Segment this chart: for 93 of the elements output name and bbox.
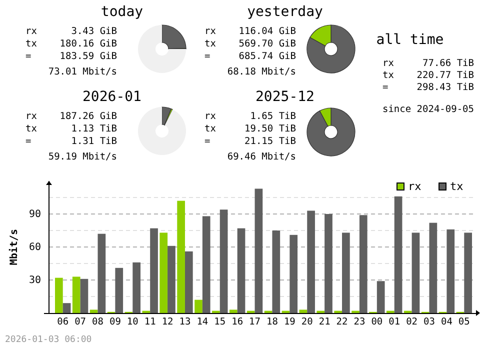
x-tick-label: 05	[458, 316, 470, 328]
bar	[194, 300, 202, 313]
bar	[115, 268, 124, 313]
x-tick-label: 13	[179, 316, 191, 328]
x-tick-label: 02	[406, 316, 418, 328]
bar	[290, 234, 298, 313]
x-tick-label: 22	[336, 316, 348, 328]
chart-title: today	[100, 4, 144, 20]
bar	[254, 188, 263, 313]
y-axis-title: Mbit/s	[8, 228, 20, 266]
bar	[98, 234, 106, 313]
bar	[394, 196, 402, 313]
bar	[220, 210, 228, 313]
text: = 183.59 GiB	[25, 51, 118, 62]
text: = 1.31 TiB	[25, 136, 118, 147]
bar	[412, 232, 420, 313]
x-tick-label: 04	[440, 316, 453, 328]
bar	[376, 281, 385, 313]
bar	[464, 232, 472, 313]
x-tick-label: 12	[162, 316, 174, 328]
x-tick-label: 06	[57, 316, 69, 328]
x-tick-label: 16	[232, 316, 244, 328]
legend-label: tx	[450, 180, 464, 193]
x-tick-label: 19	[284, 316, 296, 328]
x-tick-label: 09	[109, 316, 122, 328]
bar	[168, 246, 176, 313]
text: 2026-01-03 06:00	[5, 335, 92, 345]
bar	[446, 229, 455, 313]
x-tick-label: 17	[249, 316, 261, 328]
text: tx 220.77 TiB	[382, 70, 474, 81]
x-tick-label: 10	[126, 316, 139, 328]
bar	[307, 210, 315, 313]
bar	[160, 232, 168, 313]
bar	[55, 278, 63, 313]
y-tick-label: 60	[28, 242, 41, 254]
text: all time	[376, 32, 444, 48]
chart-title: yesterday	[247, 4, 323, 20]
bar	[80, 278, 88, 313]
y-tick-label: 90	[28, 209, 41, 220]
text: since 2024-09-05	[382, 104, 474, 115]
text: 68.18 Mbit/s	[227, 66, 296, 78]
donut-slice	[138, 25, 186, 73]
text: rx 77.66 TiB	[382, 58, 474, 69]
text: = 298.43 TiB	[382, 82, 474, 93]
bar	[90, 310, 98, 313]
text: tx 19.50 TiB	[204, 124, 296, 134]
y-tick-label: 30	[28, 275, 41, 286]
text: tx 569.70 GiB	[204, 38, 296, 50]
x-tick-label: 07	[74, 316, 86, 328]
bar	[324, 214, 332, 313]
bar	[132, 262, 140, 313]
text: rx 187.26 GiB	[25, 111, 118, 122]
x-tick-label: 21	[318, 316, 331, 328]
text: 69.46 Mbit/s	[227, 152, 296, 162]
text: 59.19 Mbit/s	[48, 152, 117, 162]
x-tick-label: 03	[424, 316, 435, 328]
bar	[202, 216, 210, 313]
text: = 21.15 TiB	[204, 136, 296, 147]
bar	[429, 222, 438, 313]
text: tx 1.13 TiB	[25, 124, 118, 134]
text: rx 116.04 GiB	[204, 26, 296, 37]
bar	[184, 251, 193, 313]
x-tick-label: 18	[266, 316, 278, 328]
bar	[150, 228, 158, 313]
bar	[359, 215, 368, 313]
x-tick-label: 15	[214, 316, 226, 328]
x-tick-label: 08	[92, 316, 104, 328]
x-tick-label: 14	[196, 316, 208, 328]
x-tick-label: 00	[371, 316, 383, 328]
bar	[62, 303, 71, 313]
bar	[72, 276, 80, 313]
bar	[272, 230, 280, 313]
text: rx 1.65 TiB	[204, 111, 296, 122]
bar	[177, 200, 185, 313]
x-tick-label: 23	[354, 316, 366, 328]
chart-title: 2025-12	[255, 89, 315, 105]
text: rx 3.43 GiB	[25, 26, 118, 37]
x-tick-label: 20	[301, 316, 314, 328]
donut-slice	[306, 108, 356, 156]
x-tick-label: 01	[388, 316, 400, 328]
legend-label: rx	[408, 180, 422, 193]
text: = 685.74 GiB	[204, 51, 296, 62]
chart-title: 2026-01	[82, 89, 142, 105]
bar	[299, 310, 308, 313]
x-tick-label: 11	[144, 316, 156, 328]
donut-slice	[162, 24, 186, 50]
text: 73.01 Mbit/s	[48, 66, 117, 78]
donut-slice	[138, 107, 186, 155]
text: tx 180.16 GiB	[25, 38, 118, 50]
donut-slice	[306, 24, 356, 74]
bar	[229, 310, 238, 313]
bar	[237, 228, 246, 313]
bar	[342, 232, 350, 313]
